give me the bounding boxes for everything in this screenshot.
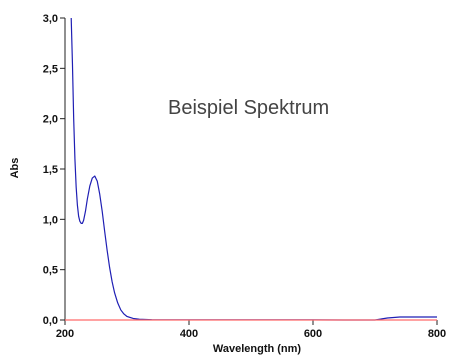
axes [60, 17, 438, 325]
y-tick-label: 1,5 [43, 164, 58, 176]
y-axis-label: Abs [9, 158, 21, 179]
x-tick-label: 600 [304, 328, 322, 340]
y-tick-label: 2,5 [43, 63, 58, 75]
series-layer [65, 17, 437, 321]
chart-annotation: Beispiel Spektrum [168, 97, 329, 119]
y-tick-label: 2,0 [43, 114, 58, 126]
y-tick-label: 0,0 [43, 315, 58, 327]
x-axis-label: Wavelength (nm) [213, 343, 302, 355]
y-tick-label: 1,0 [43, 214, 58, 226]
y-tick-label: 0,5 [43, 265, 58, 277]
x-tick-label: 400 [180, 328, 198, 340]
x-tick-label: 200 [56, 328, 74, 340]
spectrum-line [70, 17, 437, 321]
tick-labels: 0,0 0,5 1,0 1,5 2,0 2,5 3,0 200 400 600 800 [43, 13, 446, 340]
y-tick-label: 3,0 [43, 13, 58, 25]
x-tick-label: 800 [428, 328, 446, 340]
